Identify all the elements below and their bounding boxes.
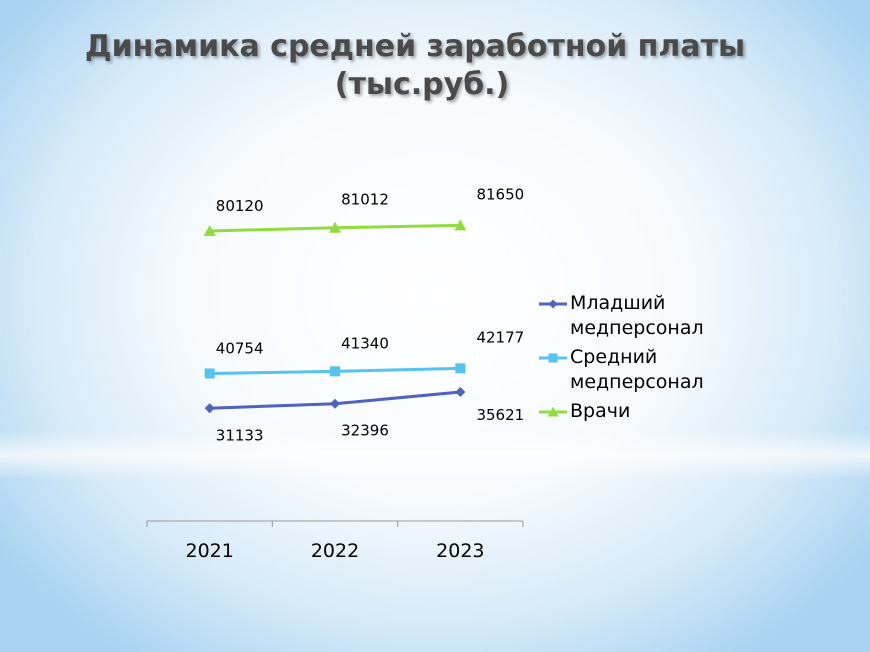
legend-marker [548, 299, 558, 309]
legend: Младший медперсонал Средний медперсонал Вр… [538, 291, 720, 428]
data-label: 81650 [476, 185, 524, 203]
x-tick-label: 2023 [436, 540, 484, 562]
data-point-1-2 [455, 363, 466, 374]
legend-marker-icon [539, 299, 567, 309]
data-point-2-0 [203, 224, 216, 236]
data-label: 81012 [341, 191, 389, 209]
data-point-0-1 [330, 398, 340, 409]
data-point-2-1 [329, 221, 341, 233]
legend-marker [547, 406, 559, 417]
data-label: 41340 [341, 334, 389, 352]
legend-item: Врачи [538, 399, 720, 424]
x-tick-label: 2021 [185, 540, 233, 562]
x-tick-label: 2022 [311, 540, 359, 562]
data-point-0-0 [204, 403, 215, 414]
legend-label: Врачи [570, 400, 631, 422]
legend-item: Средний медперсонал [538, 345, 720, 395]
data-label: 32396 [341, 422, 389, 440]
data-label: 80120 [216, 197, 264, 215]
data-label: 42177 [476, 328, 524, 346]
legend-item: Младший медперсонал [538, 291, 720, 341]
legend-label: Младший медперсонал [570, 292, 704, 339]
legend-marker-icon [539, 406, 567, 417]
data-point-1-0 [204, 368, 215, 379]
legend-marker [548, 353, 558, 363]
data-point-2-2 [454, 219, 467, 231]
legend-marker-icon [539, 353, 567, 363]
chart-title: Динамика средней заработной платы (тыс.р… [0, 28, 830, 104]
data-label: 35621 [476, 406, 524, 424]
data-label: 40754 [216, 339, 264, 357]
background-band [0, 430, 870, 480]
title-line-1: Динамика средней заработной платы [84, 29, 746, 64]
title-line-2: (тыс.руб.) [334, 67, 510, 102]
legend-label: Средний медперсонал [570, 346, 704, 393]
data-label: 31133 [216, 426, 264, 444]
data-point-1-1 [330, 366, 340, 377]
data-point-0-2 [455, 387, 466, 398]
